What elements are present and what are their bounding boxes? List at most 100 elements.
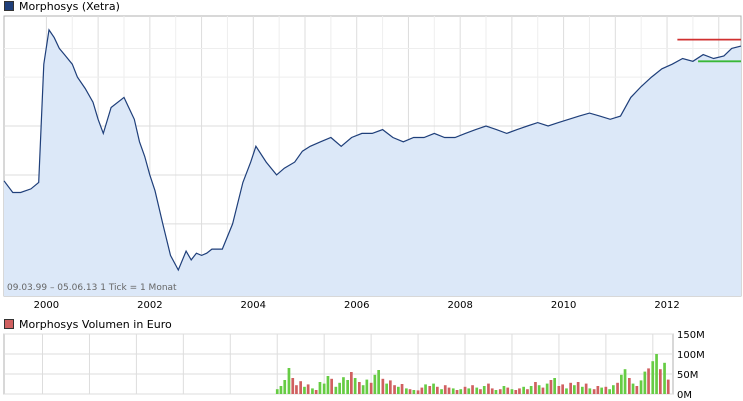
volume-bar: [518, 388, 521, 394]
volume-bar: [455, 390, 459, 394]
volume-bar: [581, 386, 584, 394]
volume-bar: [420, 387, 424, 394]
volume-bar: [592, 389, 596, 394]
price-line: [3, 28, 742, 272]
volume-bar: [545, 383, 549, 394]
volume-bar: [537, 385, 541, 394]
volume-bar: [350, 372, 353, 394]
volume-bar: [369, 382, 373, 394]
y-tick-label: 150M: [677, 330, 705, 341]
volume-bar: [666, 379, 670, 394]
volume-bar: [510, 389, 514, 394]
volume-bar: [381, 378, 385, 394]
volume-bar: [365, 379, 369, 394]
volume-bar: [608, 389, 611, 394]
volume-chart-title: Morphosys Volumen in Euro: [19, 317, 172, 331]
volume-bar: [279, 386, 283, 394]
volume-bar: [565, 388, 568, 394]
x-tick-label: 2008: [447, 300, 472, 311]
volume-bar: [389, 380, 392, 394]
volume-bar: [529, 386, 533, 394]
volume-bar: [385, 383, 388, 394]
volume-bar: [541, 387, 545, 394]
volume-bar: [526, 389, 529, 394]
volume-bar: [326, 376, 330, 394]
volume-bar: [471, 385, 474, 394]
x-tick-label: 2006: [344, 300, 369, 311]
volume-bar: [557, 386, 561, 394]
x-tick-label: 2000: [34, 300, 59, 311]
price-chart-panel: Morphosys (Xetra) 25102009.03.99 – 05.06…: [3, 0, 742, 311]
volume-bar: [463, 386, 467, 394]
volume-bar: [604, 386, 608, 394]
volume-bar: [616, 382, 619, 394]
price-legend-swatch: [4, 1, 14, 11]
volume-bar: [663, 362, 666, 394]
volume-bar: [408, 389, 412, 394]
price-chart-title: Morphosys (Xetra): [19, 0, 120, 13]
volume-bar: [628, 378, 631, 394]
volume-bar: [569, 382, 572, 394]
volume-bar: [635, 386, 639, 394]
volume-bar: [346, 380, 349, 394]
volume-bar: [353, 378, 357, 394]
volume-bar: [494, 390, 498, 394]
volume-bar: [655, 354, 658, 394]
volume-bar: [416, 390, 420, 394]
volume-bar: [412, 390, 416, 394]
volume-bar: [490, 388, 494, 394]
volume-legend: Morphosys Volumen in Euro: [4, 317, 172, 331]
volume-bar: [436, 386, 439, 394]
volume-bar: [502, 386, 506, 394]
volume-bar: [600, 387, 603, 394]
volume-bar: [459, 389, 463, 394]
volume-bar: [514, 390, 518, 394]
volume-bar: [498, 389, 502, 394]
volume-bar: [553, 378, 556, 394]
volume-bar: [330, 378, 333, 394]
volume-chart-panel: Morphosys Volumen in Euro 0M 50M 100M 150M: [0, 318, 743, 401]
x-tick-label: 2002: [137, 300, 162, 311]
price-chart: 25102009.03.99 – 05.06.13 1 Tick = 1 Mon…: [3, 15, 742, 311]
volume-bar: [303, 386, 306, 394]
volume-bar: [428, 386, 432, 394]
volume-bar: [647, 368, 650, 394]
volume-bar: [651, 361, 655, 394]
volume-bar: [479, 389, 482, 394]
volume-bar: [322, 383, 326, 394]
chart-note: 09.03.99 – 05.06.13 1 Tick = 1 Monat: [7, 283, 177, 293]
volume-bar: [631, 383, 635, 394]
volume-bar: [361, 385, 365, 394]
y-tick-label: 0M: [677, 390, 692, 401]
volume-bar: [659, 369, 662, 394]
price-area: [4, 29, 741, 297]
volume-bar: [612, 385, 615, 394]
y-tick-label: 50M: [677, 370, 698, 381]
volume-bar: [534, 382, 537, 394]
volume-bar: [334, 386, 338, 394]
volume-bar: [561, 384, 564, 394]
volume-bar: [623, 369, 627, 394]
volume-bar: [287, 368, 291, 394]
volume-bar: [405, 388, 408, 394]
volume-bar: [299, 381, 302, 394]
y-tick-label: 100M: [677, 350, 705, 361]
volume-bar: [620, 374, 623, 394]
volume-bar: [295, 385, 298, 394]
x-tick-label: 2010: [551, 300, 576, 311]
volume-bar: [573, 385, 576, 394]
volume-legend-swatch: [4, 319, 14, 329]
volume-bar: [424, 384, 427, 394]
volume-bar: [482, 386, 486, 394]
volume-bar: [342, 377, 345, 394]
volume-bar: [283, 380, 287, 394]
volume-bar: [451, 388, 455, 394]
volume-bar: [318, 382, 322, 394]
volume-bar: [338, 382, 341, 394]
volume-bar: [377, 370, 380, 394]
volume-bar: [487, 383, 490, 394]
volume-bar: [373, 374, 377, 394]
volume-bar: [275, 389, 279, 394]
volume-bar: [358, 382, 361, 394]
volume-bar: [311, 388, 314, 394]
